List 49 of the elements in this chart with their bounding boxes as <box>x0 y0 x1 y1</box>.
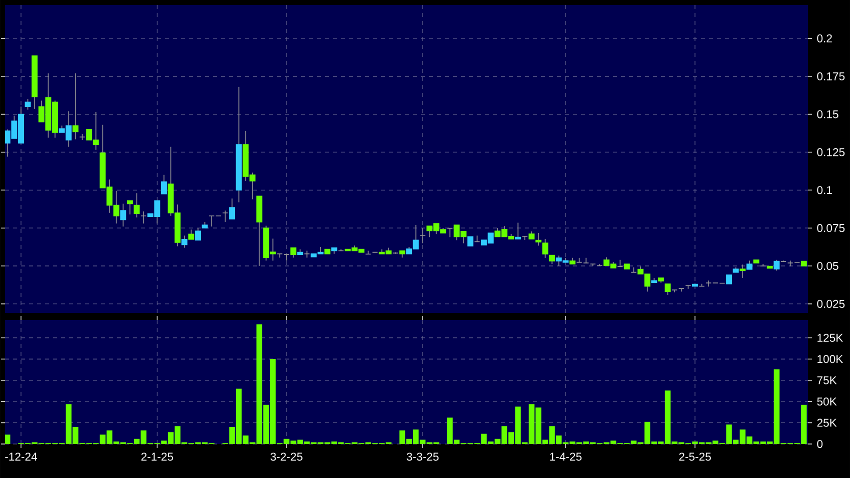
candlestick <box>583 258 590 264</box>
candlestick <box>126 200 133 215</box>
candlestick <box>617 259 624 267</box>
candlestick <box>474 235 480 242</box>
candlestick <box>304 250 310 258</box>
x-tick-label: 3-2-25 <box>270 452 302 461</box>
y-tick-label: 75K <box>817 376 837 384</box>
y-tick-label: 100K <box>818 355 844 364</box>
candlestick <box>678 288 684 292</box>
candlestick <box>134 192 140 218</box>
candlestick <box>420 228 426 244</box>
x-tick-label: -12-24 <box>5 452 38 461</box>
candlestick <box>120 203 126 227</box>
candlestick <box>188 229 194 240</box>
candlestick <box>222 210 228 222</box>
y-tick-label: 0 <box>817 440 823 448</box>
y-tick-label: 0.05 <box>817 262 838 270</box>
candlestick <box>160 174 167 194</box>
candlestick <box>284 254 290 262</box>
candlestick <box>24 98 31 110</box>
x-tick-label: 1-4-25 <box>550 452 582 461</box>
x-tick-label: 2-5-25 <box>679 452 711 461</box>
candlestick <box>181 235 188 248</box>
y-tick-label: 0.175 <box>817 72 845 80</box>
candlestick <box>467 236 474 246</box>
y-tick-label: 0.1 <box>817 186 832 194</box>
candlestick <box>535 232 542 246</box>
y-tick-label: 0.075 <box>817 224 845 232</box>
x-tick-label: 3-3-25 <box>406 452 439 461</box>
y-tick-label: 0.125 <box>817 148 845 156</box>
y-tick-label: 0.025 <box>817 300 845 308</box>
candlestick <box>740 264 746 278</box>
x-tick-label: 2-1-25 <box>141 452 174 461</box>
y-tick-label: 0.2 <box>817 34 832 42</box>
candlestick <box>195 228 201 241</box>
candlestick <box>760 264 766 266</box>
candlestick <box>706 280 712 287</box>
candlestick <box>72 72 78 140</box>
candlestick <box>208 215 215 227</box>
y-tick-label: 25K <box>817 418 837 427</box>
y-tick-label: 0.15 <box>817 110 838 118</box>
bar <box>5 434 10 444</box>
y-tick-label: 125K <box>818 334 844 342</box>
candlestick <box>590 264 596 266</box>
candlestick <box>446 228 453 238</box>
candlestick <box>140 210 147 224</box>
y-tick-label: 50K <box>817 398 837 406</box>
candlestick <box>514 222 521 240</box>
candlestick <box>542 238 548 258</box>
